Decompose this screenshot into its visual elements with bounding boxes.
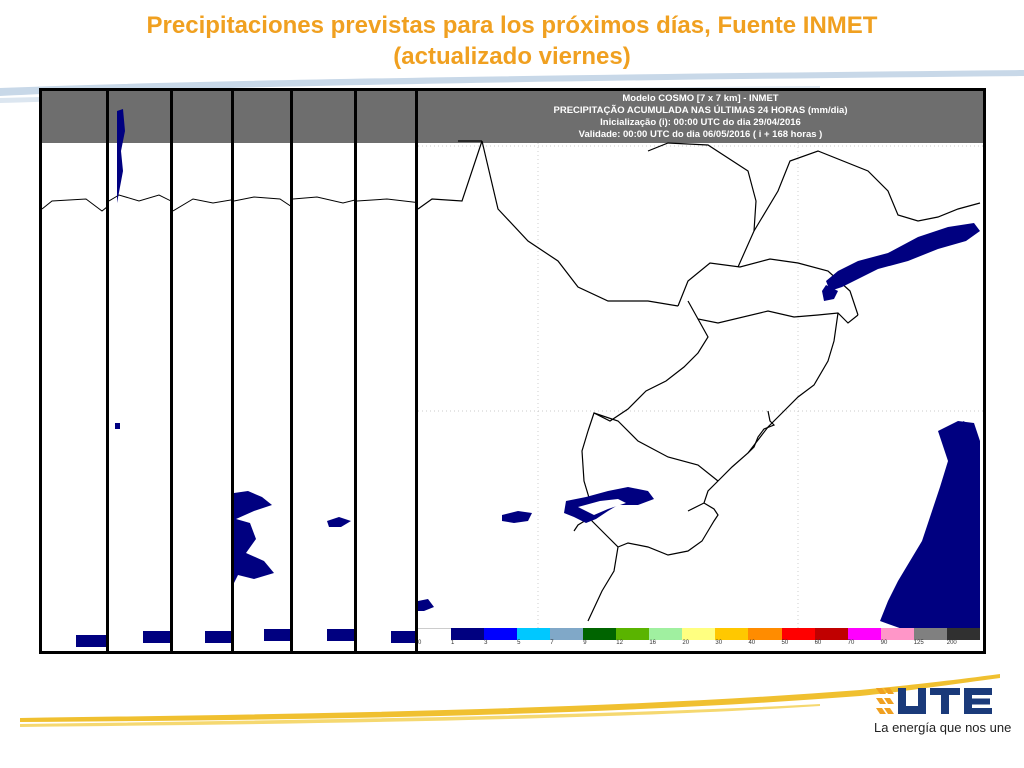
legend-color-bar: [418, 628, 980, 640]
legend-swatch: [550, 628, 584, 640]
forecast-panel-day-4: [231, 88, 297, 654]
legend-tick-label: 1: [451, 640, 455, 646]
legend-swatch: [682, 628, 716, 640]
legend-swatch: [913, 628, 947, 640]
legend-tick-label: 9: [583, 640, 587, 646]
legend-tick-label: 7: [550, 640, 554, 646]
forecast-panel-day-3: [170, 88, 236, 654]
legend-tick-labels: 0 1 3 5 7 9 12 16 20 30 40 50 60 70 90 125 200: [418, 640, 980, 650]
precipitation-areas: [418, 223, 980, 631]
legend-tick-label: 3: [484, 640, 488, 646]
legend-tick-label: 16: [649, 640, 657, 646]
slide-title-line-1: Precipitaciones previstas para los próxi…: [146, 12, 878, 39]
map-initialization: Inicialização (i): 00:00 UTC do dia 29/0…: [600, 117, 801, 128]
legend-swatch: [847, 628, 881, 640]
map-grid: [418, 143, 983, 631]
panel-map: [293, 196, 355, 641]
legend-swatch: [649, 628, 683, 640]
brand-tagline: La energía que nos une: [874, 720, 1012, 735]
panel-map: [42, 198, 108, 647]
forecast-panel-day-5: [290, 88, 358, 654]
precipitation-legend: 0 1 3 5 7 9 12 16 20 30 40 50 60 70 90 125 200: [418, 628, 980, 650]
legend-swatch: [880, 628, 914, 640]
legend-tick-label: 125: [913, 640, 924, 646]
panel-header: [42, 91, 108, 143]
legend-tick-label: 60: [814, 640, 822, 646]
political-borders: [418, 140, 981, 622]
legend-tick-label: 5: [517, 640, 521, 646]
bottom-swoosh-decoration: [20, 674, 1000, 727]
forecast-panel-day-2: [106, 88, 174, 654]
map-validity: Validade: 00:00 UTC do dia 06/05/2016 ( …: [578, 129, 823, 140]
legend-tick-label: 70: [847, 640, 855, 646]
legend-tick-label: 50: [781, 640, 789, 646]
legend-swatch: [583, 628, 617, 640]
forecast-panel-day-1: [39, 88, 111, 654]
panel-map: [109, 109, 171, 643]
panel-map: [357, 198, 417, 643]
legend-tick-label: 200: [946, 640, 957, 646]
panel-header: [173, 91, 233, 143]
precipitation-map: [418, 140, 983, 631]
legend-swatch: [946, 628, 980, 640]
legend-swatch: [715, 628, 749, 640]
legend-swatch: [781, 628, 815, 640]
forecast-panel-day-6: [354, 88, 420, 654]
slide-title: Precipitaciones previstas para los próxi…: [0, 10, 1024, 72]
legend-tick-label: 30: [715, 640, 723, 646]
panel-map: [234, 196, 294, 641]
legend-swatch: [616, 628, 650, 640]
legend-swatch: [517, 628, 551, 640]
legend-swatch: [748, 628, 782, 640]
legend-tick-label: 20: [682, 640, 690, 646]
map-variable-title: PRECIPITAÇÃO ACUMULADA NAS ÚLTIMAS 24 HO…: [553, 105, 848, 116]
legend-tick-label: 12: [616, 640, 623, 646]
panel-header: [293, 91, 355, 143]
legend-swatch: [451, 628, 485, 640]
legend-tick-label: 0: [418, 640, 422, 646]
panel-header: [234, 91, 294, 143]
slide-title-line-2: (actualizado viernes): [393, 43, 631, 70]
panel-map: [173, 198, 233, 643]
legend-swatch: [418, 628, 452, 640]
legend-tick-label: 90: [880, 640, 888, 646]
ute-logo: [876, 688, 992, 714]
panel-header: [357, 91, 417, 143]
forecast-panel-main: Modelo COSMO [7 x 7 km] - INMET PRECIPIT…: [415, 88, 986, 654]
map-model-title: Modelo COSMO [7 x 7 km] - INMET: [622, 93, 779, 104]
legend-swatch: [814, 628, 848, 640]
legend-swatch: [484, 628, 518, 640]
main-map-header: Modelo COSMO [7 x 7 km] - INMET PRECIPIT…: [418, 91, 983, 143]
legend-tick-label: 40: [748, 640, 756, 646]
